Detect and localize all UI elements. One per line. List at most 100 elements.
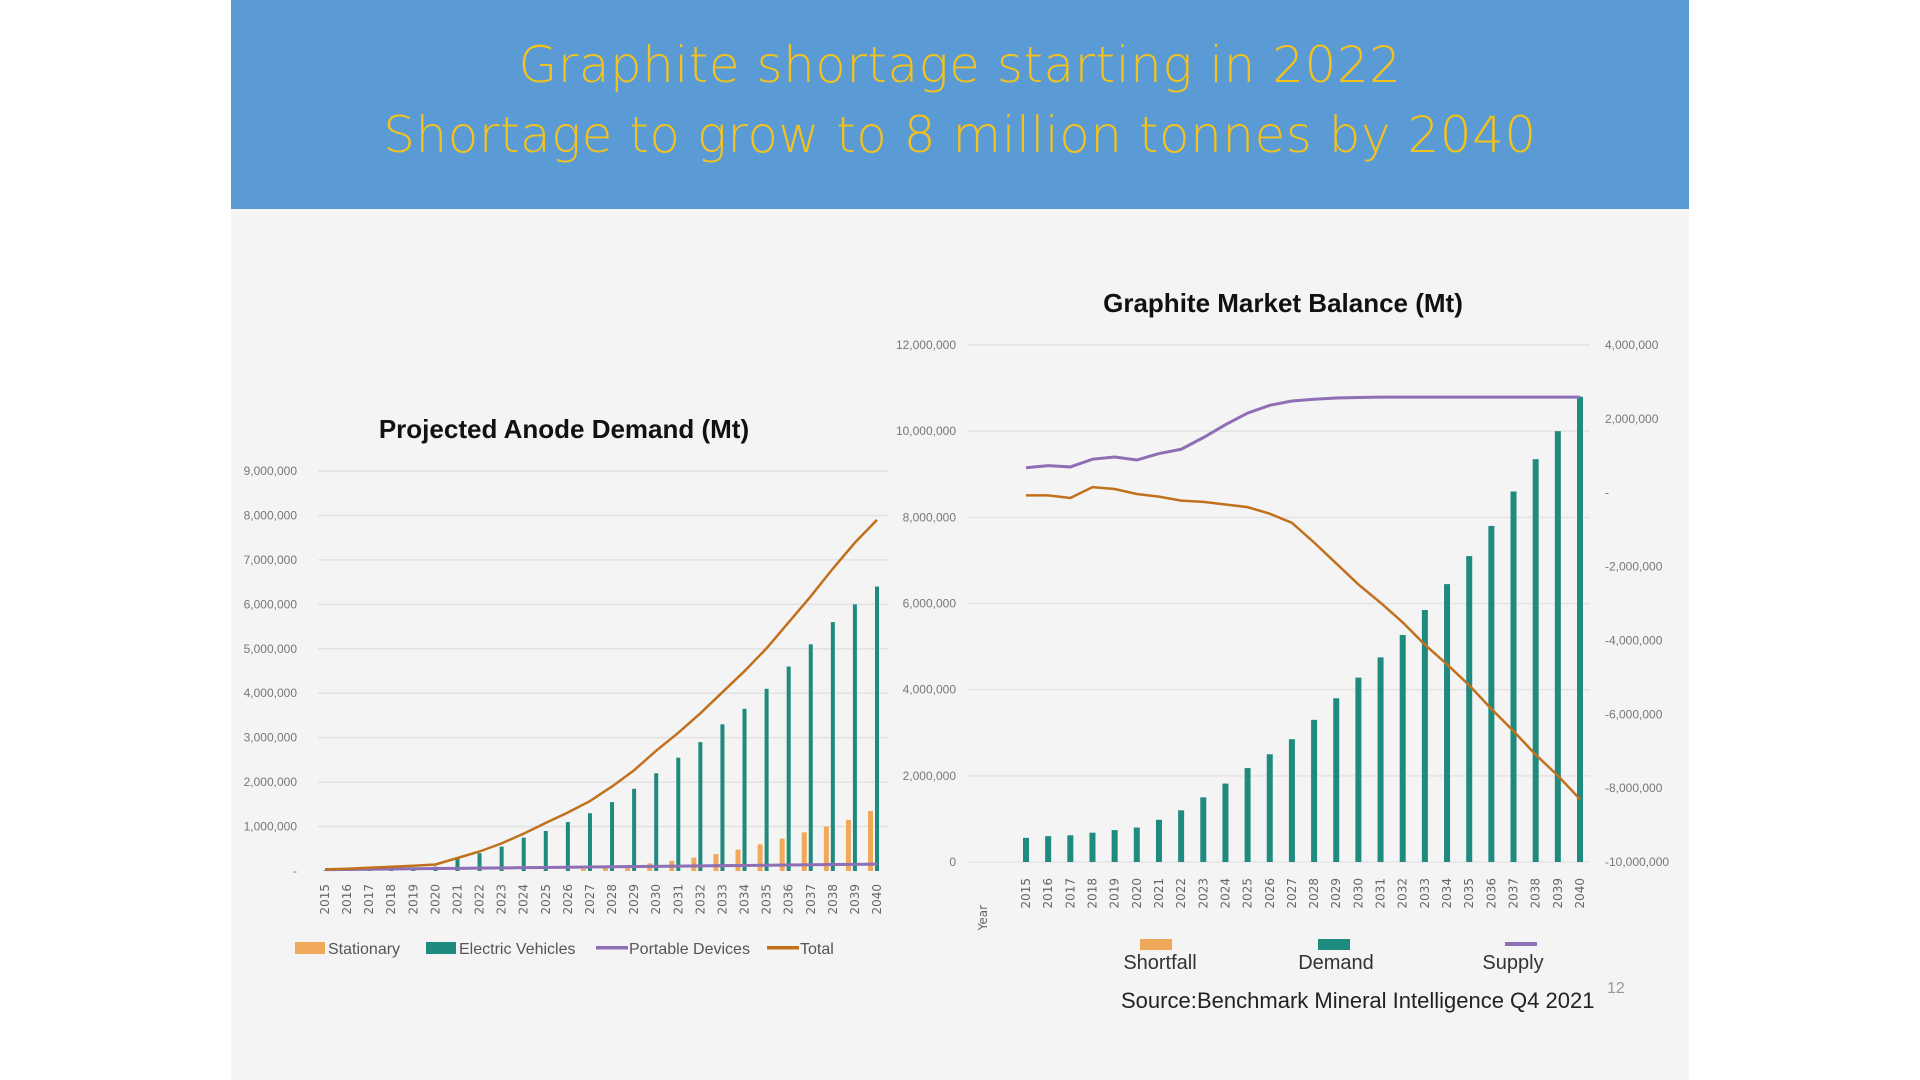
electric-vehicles-bar xyxy=(676,757,681,871)
x-tick-label: 2035 xyxy=(1462,878,1476,909)
y-tick-label: 6,000,000 xyxy=(903,597,957,611)
electric-vehicles-bar xyxy=(587,813,592,871)
legend-line-swatch xyxy=(767,946,799,950)
electric-vehicles-bar xyxy=(521,837,526,871)
demand-bar xyxy=(1377,657,1384,862)
y-tick-label: 4,000,000 xyxy=(244,686,298,700)
x-tick-label: 2033 xyxy=(1418,878,1432,909)
portable-devices-line xyxy=(324,862,878,872)
stationary-bar xyxy=(735,849,741,871)
x-tick-label: 2027 xyxy=(1285,878,1299,909)
x-tick-label: 2017 xyxy=(1063,878,1077,909)
stationary-bar xyxy=(757,844,763,871)
stationary-bar xyxy=(801,832,807,871)
x-tick-label: 2036 xyxy=(1484,878,1498,909)
stationary-bar xyxy=(779,838,785,871)
stationary-bar xyxy=(691,857,697,871)
x-tick-label: 2032 xyxy=(693,884,707,915)
x-tick-label: 2024 xyxy=(517,884,531,915)
y2-tick-label: -6,000,000 xyxy=(1605,707,1663,721)
stationary-bar xyxy=(603,867,609,871)
x-tick-label: 2017 xyxy=(362,884,376,915)
demand-bar xyxy=(1067,835,1074,862)
x-tick-label: 2022 xyxy=(473,884,487,915)
anode-chart-x-ticks: 2015 2016 2017 2018 2019 2020 2021 2022 2023 2024… xyxy=(318,884,884,915)
y2-tick-label: -8,000,000 xyxy=(1605,781,1663,795)
title-line-1: Graphite shortage starting in 2022 xyxy=(518,36,1402,94)
legend-swatch xyxy=(426,942,456,954)
y2-tick-label: 4,000,000 xyxy=(1605,338,1659,352)
y-tick-label: 9,000,000 xyxy=(244,464,298,478)
x-tick-label: 2037 xyxy=(804,884,818,915)
market-balance-chart-title: Graphite Market Balance (Mt) xyxy=(1103,288,1463,318)
x-tick-label: 2019 xyxy=(1108,878,1122,909)
y2-tick-label: - xyxy=(1605,486,1609,500)
electric-vehicles-bar xyxy=(654,773,659,871)
x-tick-label: 2037 xyxy=(1507,878,1521,909)
demand-bar xyxy=(1466,556,1473,862)
demand-bar xyxy=(1200,797,1207,862)
x-tick-label: 2016 xyxy=(1041,878,1055,909)
anode-chart-title: Projected Anode Demand (Mt) xyxy=(379,414,749,444)
x-tick-label: 2034 xyxy=(738,884,752,915)
anode-chart-legend: Stationary Electric Vehicles Portable Devi… xyxy=(295,941,834,958)
demand-bar xyxy=(1023,837,1029,862)
legend-swatch xyxy=(1318,939,1350,950)
x-tick-label: 2028 xyxy=(605,884,619,915)
electric-vehicles-bar xyxy=(875,586,879,871)
electric-vehicles-bar xyxy=(455,857,460,871)
electric-vehicles-bar xyxy=(610,802,615,871)
demand-bar xyxy=(1355,677,1362,862)
y-tick-label: 8,000,000 xyxy=(903,510,957,524)
electric-vehicles-bar xyxy=(852,604,857,871)
x-tick-label: 2030 xyxy=(1351,878,1365,909)
anode-chart-gridlines xyxy=(318,470,888,828)
electric-vehicles-bar xyxy=(632,788,637,871)
supply-line xyxy=(1025,395,1580,470)
x-tick-label: 2038 xyxy=(1529,878,1543,909)
total-line xyxy=(324,519,878,871)
x-tick-label: 2026 xyxy=(1263,878,1277,909)
legend-line-swatch xyxy=(1505,942,1537,946)
market-chart-x-axis-label: Year xyxy=(976,905,990,931)
y-tick-label: 8,000,000 xyxy=(244,508,298,522)
x-tick-label: 2028 xyxy=(1307,878,1321,909)
y2-tick-label: 2,000,000 xyxy=(1605,412,1659,426)
x-tick-label: 2024 xyxy=(1218,878,1232,909)
demand-bar xyxy=(1244,768,1251,862)
y-tick-label: 7,000,000 xyxy=(244,553,298,567)
demand-bar xyxy=(1444,584,1451,862)
demand-bar xyxy=(1045,836,1052,862)
shortfall-line xyxy=(1026,485,1581,801)
x-tick-label: 2035 xyxy=(760,884,774,915)
demand-bar xyxy=(1488,525,1495,862)
demand-bar xyxy=(1554,431,1561,862)
x-tick-label: 2025 xyxy=(1241,878,1255,909)
demand-bar xyxy=(1333,698,1340,862)
legend-label: Stationary xyxy=(328,941,400,958)
stationary-bar xyxy=(625,865,631,871)
market-chart-x-ticks: 2015 2016 2017 2018 2019 2020 2021 2022 2023 2024… xyxy=(1019,878,1587,909)
electric-vehicles-bar xyxy=(742,708,747,871)
electric-vehicles-bar xyxy=(477,853,482,871)
market-chart-lines xyxy=(1025,395,1581,801)
demand-bar xyxy=(1155,819,1162,862)
y-tick-label: 2,000,000 xyxy=(244,775,298,789)
x-tick-label: 2022 xyxy=(1174,878,1188,909)
legend-label: Portable Devices xyxy=(629,941,750,958)
electric-vehicles-bar xyxy=(786,666,791,871)
x-tick-label: 2025 xyxy=(539,884,553,915)
anode-chart-y-ticks: - 1,000,000 2,000,000 3,000,000 4,000,000 5,0… xyxy=(244,464,298,878)
market-chart-right-y-ticks: -10,000,000-8,000,000-6,000,000-4,000,00… xyxy=(1605,338,1669,869)
legend-label: Total xyxy=(800,941,834,958)
x-tick-label: 2038 xyxy=(826,884,840,915)
y-tick-label: 12,000,000 xyxy=(896,338,956,352)
source-text: Benchmark Mineral Intelligence Q4 2021 xyxy=(1197,988,1594,1013)
market-chart-bars xyxy=(1023,396,1583,862)
x-tick-label: 2039 xyxy=(1551,878,1565,909)
legend-swatch xyxy=(295,942,325,954)
electric-vehicles-bar xyxy=(499,846,504,871)
x-tick-label: 2015 xyxy=(1019,878,1033,909)
stationary-bar xyxy=(845,819,851,871)
